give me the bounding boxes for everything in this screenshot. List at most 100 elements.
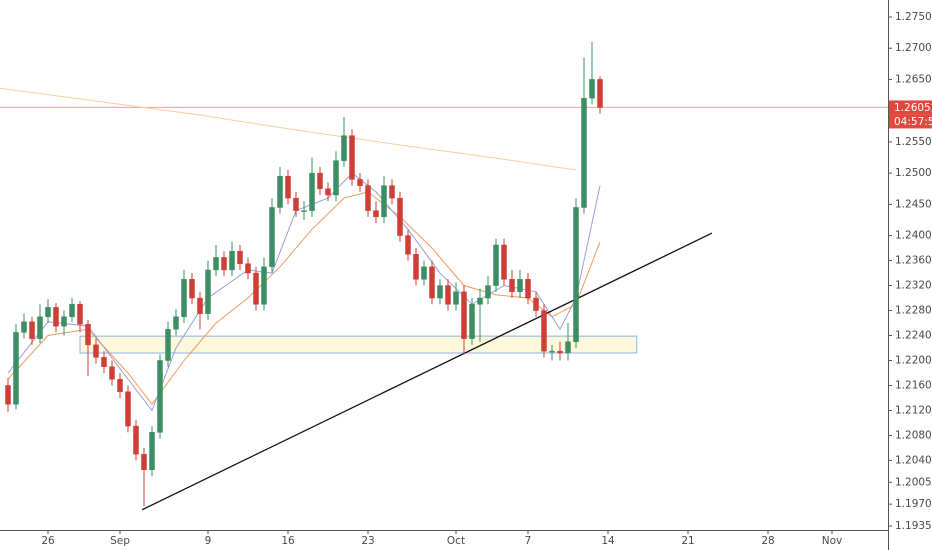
y-tick-label: 1.19700 bbox=[895, 498, 932, 510]
candle-body bbox=[357, 179, 363, 186]
candle-body bbox=[349, 135, 355, 180]
candle-body bbox=[29, 321, 35, 339]
candle-body bbox=[549, 350, 555, 353]
y-tick-label: 1.21600 bbox=[895, 379, 932, 391]
x-tick-label: 26 bbox=[41, 535, 55, 547]
candle-body bbox=[485, 285, 491, 299]
candle-body bbox=[85, 324, 91, 346]
candle-body bbox=[413, 254, 419, 280]
y-tick-label: 1.22000 bbox=[895, 354, 932, 366]
candle-body bbox=[69, 304, 75, 318]
candle-body bbox=[165, 329, 171, 361]
price-axis-bg bbox=[888, 0, 932, 550]
candle-body bbox=[173, 316, 179, 330]
y-tick-label: 1.27000 bbox=[895, 42, 932, 54]
y-tick-label: 1.22400 bbox=[895, 330, 932, 342]
y-tick-label: 1.20800 bbox=[895, 429, 932, 441]
candle-body bbox=[557, 350, 563, 354]
candle-body bbox=[341, 135, 347, 161]
price-tag-label: 1.26052 bbox=[894, 102, 932, 114]
x-tick-label: 21 bbox=[681, 535, 694, 547]
candle-body bbox=[469, 304, 475, 339]
moving-average bbox=[0, 87, 577, 171]
time-axis-bg bbox=[0, 530, 888, 550]
candle-body bbox=[573, 207, 579, 343]
candle-body bbox=[333, 160, 339, 196]
y-tick-label: 1.27500 bbox=[895, 11, 932, 23]
x-tick-label: Sep bbox=[110, 535, 130, 547]
x-tick-label: Oct bbox=[447, 535, 465, 547]
candle-body bbox=[117, 378, 123, 392]
candle-body bbox=[237, 250, 243, 264]
candle-body bbox=[589, 79, 595, 99]
x-tick-label: 28 bbox=[761, 535, 774, 547]
x-tick-label: 16 bbox=[281, 535, 295, 547]
candle-body bbox=[45, 307, 51, 318]
candle-body bbox=[525, 279, 531, 299]
x-tick-label: Nov bbox=[822, 535, 843, 547]
candle-body bbox=[149, 432, 155, 471]
candle-body bbox=[245, 263, 251, 274]
support-zone bbox=[79, 335, 638, 354]
candle-body bbox=[205, 269, 211, 314]
x-tick-label: 23 bbox=[361, 535, 374, 547]
candle-body bbox=[493, 244, 499, 286]
candle-body bbox=[453, 291, 459, 305]
candle-body bbox=[93, 344, 99, 358]
y-tick-label: 1.20050 bbox=[895, 476, 932, 488]
candle-body bbox=[101, 357, 107, 367]
candle-body bbox=[397, 197, 403, 236]
candle-body bbox=[597, 79, 603, 108]
candle-body bbox=[437, 285, 443, 299]
candle-body bbox=[541, 310, 547, 352]
x-tick-label: 9 bbox=[205, 535, 212, 547]
candle-body bbox=[565, 341, 571, 354]
candle-body bbox=[125, 391, 131, 427]
candle-body bbox=[429, 266, 435, 299]
candle-body bbox=[461, 291, 467, 339]
candle-body bbox=[317, 172, 323, 189]
candle-body bbox=[261, 266, 267, 305]
candle-body bbox=[133, 425, 139, 455]
candle-body bbox=[229, 250, 235, 271]
candle-body bbox=[277, 176, 283, 208]
candle-body bbox=[37, 316, 43, 339]
countdown-tag bbox=[889, 114, 932, 129]
candle-body bbox=[501, 244, 507, 280]
candle-body bbox=[309, 172, 315, 211]
y-tick-label: 1.25500 bbox=[895, 136, 932, 148]
candle-body bbox=[421, 266, 427, 280]
price-tag bbox=[889, 100, 932, 115]
candle-body bbox=[13, 332, 19, 405]
candle-body bbox=[181, 279, 187, 318]
x-tick-label: 7 bbox=[525, 535, 532, 547]
candle-body bbox=[405, 235, 411, 255]
candle-body bbox=[509, 279, 515, 293]
candle-body bbox=[373, 210, 379, 218]
candle-body bbox=[269, 207, 275, 268]
candle-body bbox=[141, 453, 147, 471]
candle-body bbox=[285, 176, 291, 199]
candle-body bbox=[189, 279, 195, 299]
candle-body bbox=[381, 185, 387, 218]
y-tick-label: 1.19350 bbox=[895, 520, 932, 532]
candle-body bbox=[517, 279, 523, 293]
trendline bbox=[141, 232, 713, 511]
y-tick-label: 1.23600 bbox=[895, 255, 932, 267]
candle-body bbox=[157, 360, 163, 433]
candle-body bbox=[581, 97, 587, 208]
y-tick-label: 1.24000 bbox=[895, 230, 932, 242]
y-tick-label: 1.24500 bbox=[895, 198, 932, 210]
candle-body bbox=[221, 257, 227, 271]
candle-body bbox=[77, 304, 83, 325]
candle-body bbox=[213, 257, 219, 271]
y-tick-label: 1.25000 bbox=[895, 167, 932, 179]
candle-body bbox=[61, 316, 67, 327]
candle-body bbox=[53, 307, 59, 327]
candle-body bbox=[477, 297, 483, 305]
plot-background bbox=[0, 0, 888, 530]
candle-body bbox=[533, 297, 539, 311]
candle-body bbox=[445, 285, 451, 305]
y-tick-label: 1.22800 bbox=[895, 305, 932, 317]
